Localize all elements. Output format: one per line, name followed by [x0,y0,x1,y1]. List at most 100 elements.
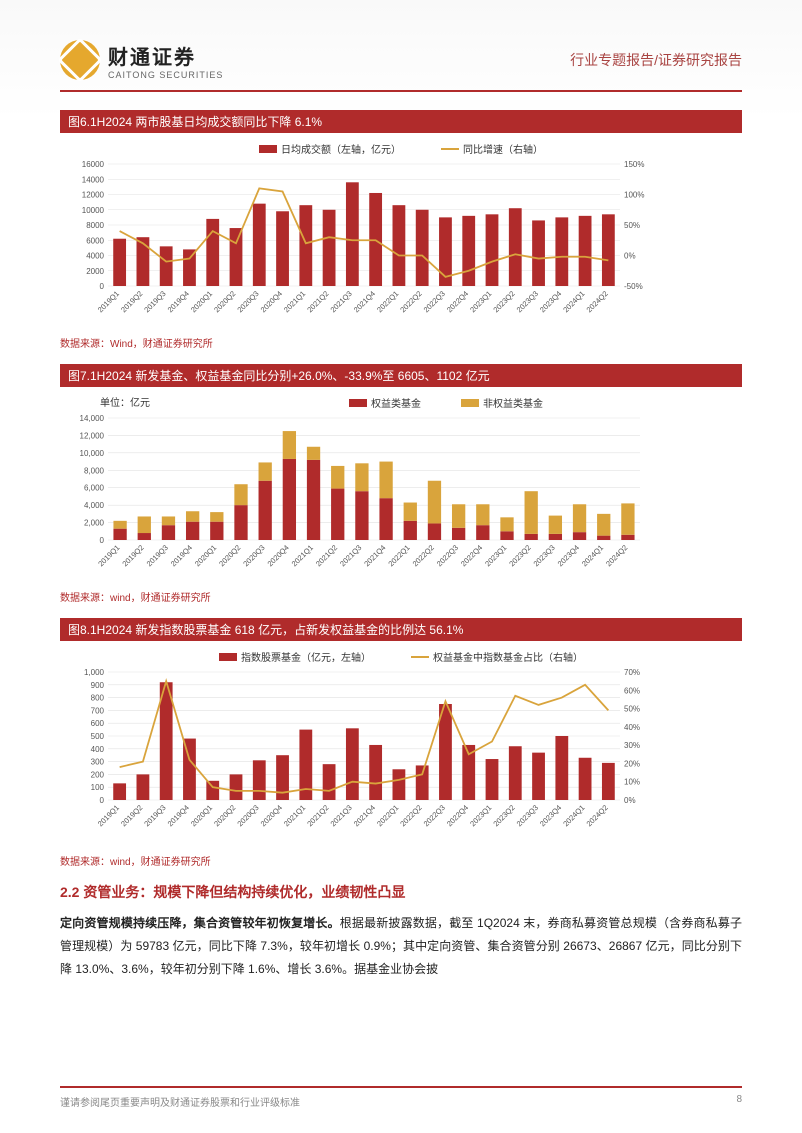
svg-text:60%: 60% [624,686,640,695]
svg-text:12,000: 12,000 [80,431,105,440]
svg-text:14000: 14000 [82,175,105,184]
svg-text:2021Q1: 2021Q1 [282,289,307,314]
chart6-legend-line: 同比增速（右轴） [463,141,543,156]
svg-text:2022Q2: 2022Q2 [398,803,423,828]
svg-text:600: 600 [91,719,105,728]
page-number: 8 [736,1094,742,1109]
company-name-cn: 财通证券 [108,41,223,70]
svg-text:6000: 6000 [86,236,104,245]
svg-text:2024Q1: 2024Q1 [561,803,586,828]
chart6-block: 图6.1H2024 两市股基日均成交额同比下降 6.1% 日均成交额（左轴，亿元… [60,110,742,350]
svg-text:700: 700 [91,706,105,715]
body-paragraph: 定向资管规模持续压降，集合资管较年初恢复增长。根据最新披露数据，截至 1Q202… [60,912,742,980]
svg-text:2021Q3: 2021Q3 [329,289,354,314]
chart8-title: 图8.1H2024 新发指数股票基金 618 亿元，占新发权益基金的比例达 56… [60,618,742,641]
svg-text:2024Q1: 2024Q1 [561,289,586,314]
svg-text:2020Q4: 2020Q4 [266,543,291,568]
svg-text:150%: 150% [624,160,644,169]
svg-text:500: 500 [91,732,105,741]
chart8-legend-line: 权益基金中指数基金占比（右轴） [433,649,583,664]
svg-text:2000: 2000 [86,267,104,276]
svg-text:2022Q3: 2022Q3 [422,289,447,314]
svg-text:1,000: 1,000 [84,668,105,677]
svg-text:2020Q2: 2020Q2 [212,803,237,828]
svg-text:0: 0 [100,536,105,545]
svg-text:2020Q1: 2020Q1 [189,289,214,314]
chart7-legend-a: 权益类基金 [371,395,421,410]
svg-text:2020Q3: 2020Q3 [235,289,260,314]
svg-text:2019Q4: 2019Q4 [166,803,191,828]
svg-text:30%: 30% [624,741,640,750]
chart6-legend: 日均成交额（左轴，亿元） 同比增速（右轴） [60,137,742,158]
svg-text:2020Q4: 2020Q4 [259,289,284,314]
page-header: 财通证券 CAITONG SECURITIES 行业专题报告/证券研究报告 [60,40,742,80]
svg-text:0%: 0% [624,252,636,261]
svg-text:2023Q3: 2023Q3 [515,289,540,314]
chart7-source: 数据来源：wind，财通证券研究所 [60,589,742,604]
chart8-canvas: 01002003004005006007008009001,0000%10%20… [60,666,742,846]
svg-text:2024Q2: 2024Q2 [585,289,610,314]
svg-text:2020Q2: 2020Q2 [217,543,242,568]
chart7-block: 图7.1H2024 新发基金、权益基金同比分别+26.0%、-33.9%至 66… [60,364,742,604]
section-heading: 2.2 资管业务：规模下降但结构持续优化，业绩韧性凸显 [60,882,742,902]
svg-text:2019Q2: 2019Q2 [120,543,145,568]
svg-text:50%: 50% [624,705,640,714]
svg-text:2019Q3: 2019Q3 [145,543,170,568]
svg-text:900: 900 [91,681,105,690]
svg-text:2023Q2: 2023Q2 [507,543,532,568]
svg-text:2,000: 2,000 [84,519,105,528]
svg-text:2021Q1: 2021Q1 [282,803,307,828]
svg-text:2021Q2: 2021Q2 [305,289,330,314]
svg-text:2021Q3: 2021Q3 [329,803,354,828]
svg-text:2020Q3: 2020Q3 [235,803,260,828]
svg-text:2019Q3: 2019Q3 [142,803,167,828]
chart7-legend: 权益类基金 非权益类基金 [150,391,742,412]
footer-disclaimer: 谨请参阅尾页重要声明及财通证券股票和行业评级标准 [60,1094,300,1109]
page-footer: 谨请参阅尾页重要声明及财通证券股票和行业评级标准 8 [60,1086,742,1109]
svg-text:2019Q2: 2019Q2 [119,289,144,314]
svg-text:2019Q1: 2019Q1 [96,543,121,568]
svg-text:0: 0 [100,796,105,805]
svg-text:400: 400 [91,745,105,754]
svg-text:200: 200 [91,770,105,779]
svg-text:2023Q1: 2023Q1 [483,543,508,568]
svg-text:16000: 16000 [82,160,105,169]
header-rule [60,90,742,92]
svg-text:2021Q4: 2021Q4 [362,543,387,568]
svg-text:300: 300 [91,758,105,767]
svg-text:2022Q4: 2022Q4 [459,543,484,568]
svg-text:2023Q4: 2023Q4 [556,543,581,568]
svg-text:2020Q1: 2020Q1 [193,543,218,568]
svg-text:2020Q3: 2020Q3 [241,543,266,568]
svg-text:2022Q4: 2022Q4 [445,289,470,314]
svg-text:70%: 70% [624,668,640,677]
chart8-legend: 指数股票基金（亿元，左轴） 权益基金中指数基金占比（右轴） [60,645,742,666]
svg-text:2022Q1: 2022Q1 [375,803,400,828]
svg-text:2022Q2: 2022Q2 [411,543,436,568]
svg-text:0%: 0% [624,796,636,805]
svg-text:2020Q2: 2020Q2 [212,289,237,314]
svg-text:2024Q2: 2024Q2 [604,543,629,568]
svg-text:2023Q2: 2023Q2 [491,289,516,314]
chart6-legend-bar: 日均成交额（左轴，亿元） [281,141,401,156]
svg-text:2020Q1: 2020Q1 [189,803,214,828]
svg-text:2021Q3: 2021Q3 [338,543,363,568]
chart7-legend-b: 非权益类基金 [483,395,543,410]
svg-text:2024Q1: 2024Q1 [580,543,605,568]
chart6-source: 数据来源：Wind，财通证券研究所 [60,335,742,350]
svg-text:2021Q1: 2021Q1 [290,543,315,568]
svg-text:2019Q1: 2019Q1 [96,803,121,828]
svg-text:20%: 20% [624,759,640,768]
chart7-title: 图7.1H2024 新发基金、权益基金同比分别+26.0%、-33.9%至 66… [60,364,742,387]
svg-text:2019Q3: 2019Q3 [142,289,167,314]
svg-text:2023Q4: 2023Q4 [538,803,563,828]
svg-text:-50%: -50% [624,282,643,291]
svg-text:2019Q4: 2019Q4 [166,289,191,314]
svg-text:0: 0 [100,282,105,291]
svg-text:4000: 4000 [86,252,104,261]
svg-text:2021Q2: 2021Q2 [314,543,339,568]
chart6-title: 图6.1H2024 两市股基日均成交额同比下降 6.1% [60,110,742,133]
logo-block: 财通证券 CAITONG SECURITIES [60,40,223,80]
chart8-block: 图8.1H2024 新发指数股票基金 618 亿元，占新发权益基金的比例达 56… [60,618,742,868]
svg-text:10000: 10000 [82,206,105,215]
